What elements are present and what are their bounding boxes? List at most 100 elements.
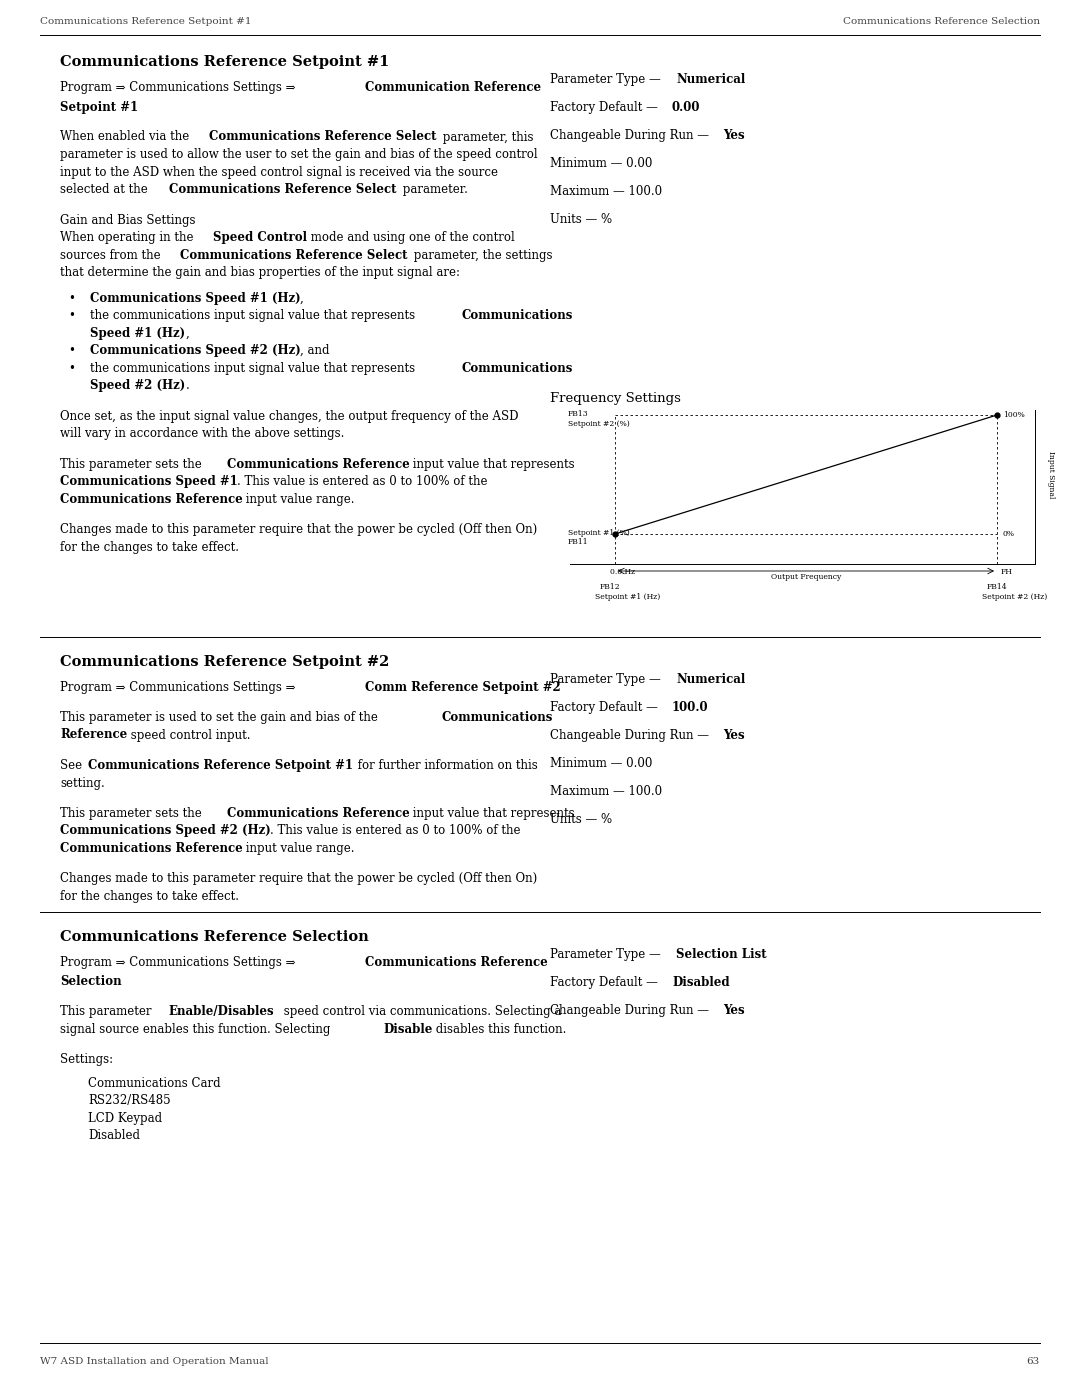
Text: .: . [186, 379, 190, 393]
Text: parameter, this: parameter, this [438, 130, 534, 144]
Text: Maximum — 100.0: Maximum — 100.0 [550, 184, 662, 198]
Text: Setpoint #1 (%): Setpoint #1 (%) [568, 529, 630, 536]
Text: This parameter sets the: This parameter sets the [60, 457, 205, 471]
Text: Reference: Reference [60, 728, 127, 742]
Text: . This value is entered as 0 to 100% of the: . This value is entered as 0 to 100% of … [270, 824, 521, 837]
Text: Units — %: Units — % [550, 813, 612, 826]
Text: the communications input signal value that represents: the communications input signal value th… [90, 309, 419, 321]
Text: Input Signal: Input Signal [1047, 451, 1055, 499]
Text: signal source enables this function. Selecting: signal source enables this function. Sel… [60, 1023, 334, 1037]
Text: 0.0 Hz: 0.0 Hz [610, 569, 635, 576]
Text: parameter, the settings: parameter, the settings [410, 249, 553, 261]
Text: Speed Control: Speed Control [213, 231, 307, 244]
Text: Yes: Yes [723, 1004, 744, 1017]
Text: input value that represents: input value that represents [409, 807, 575, 820]
Text: sources from the: sources from the [60, 249, 164, 261]
Text: Parameter Type —: Parameter Type — [550, 673, 664, 686]
Text: Setpoint #1 (Hz): Setpoint #1 (Hz) [595, 592, 660, 601]
Text: Setpoint #1: Setpoint #1 [60, 101, 138, 113]
Text: Communications Reference Selection: Communications Reference Selection [60, 930, 368, 944]
Text: Communications Card: Communications Card [87, 1077, 220, 1090]
Text: disables this function.: disables this function. [432, 1023, 566, 1037]
Text: Enable/Disables: Enable/Disables [168, 1006, 273, 1018]
Text: Communication Reference: Communication Reference [365, 81, 541, 94]
Text: . This value is entered as 0 to 100% of the: . This value is entered as 0 to 100% of … [237, 475, 487, 488]
Text: Setpoint #2 (%): Setpoint #2 (%) [568, 420, 630, 427]
Text: Parameter Type —: Parameter Type — [550, 73, 664, 87]
Text: Numerical: Numerical [676, 73, 745, 87]
Text: Factory Default —: Factory Default — [550, 101, 662, 115]
Text: mode and using one of the control: mode and using one of the control [307, 231, 515, 244]
Text: FB11: FB11 [568, 538, 589, 546]
Text: Frequency Settings: Frequency Settings [550, 393, 680, 405]
Text: Communications: Communications [442, 711, 553, 724]
Text: Minimum — 0.00: Minimum — 0.00 [550, 156, 652, 170]
Text: •: • [68, 309, 75, 321]
Text: Yes: Yes [723, 129, 744, 142]
Text: Disable: Disable [383, 1023, 432, 1037]
Text: •: • [68, 292, 75, 305]
Text: Minimum — 0.00: Minimum — 0.00 [550, 757, 652, 770]
Text: 0.00: 0.00 [672, 101, 701, 115]
Text: input value range.: input value range. [242, 842, 354, 855]
Text: When enabled via the: When enabled via the [60, 130, 193, 144]
Text: Yes: Yes [723, 729, 744, 742]
Text: Communications Speed #2 (Hz): Communications Speed #2 (Hz) [90, 344, 300, 358]
Text: setting.: setting. [60, 777, 105, 789]
Text: Numerical: Numerical [676, 673, 745, 686]
Text: the communications input signal value that represents: the communications input signal value th… [90, 362, 419, 374]
Text: 63: 63 [1027, 1356, 1040, 1366]
Text: Disabled: Disabled [672, 977, 730, 989]
Text: Setpoint #2 (Hz): Setpoint #2 (Hz) [982, 592, 1048, 601]
Text: Changes made to this parameter require that the power be cycled (Off then On): Changes made to this parameter require t… [60, 522, 537, 536]
Text: Speed #1 (Hz): Speed #1 (Hz) [90, 327, 185, 339]
Text: Communications Reference Selection: Communications Reference Selection [842, 17, 1040, 27]
Text: will vary in accordance with the above settings.: will vary in accordance with the above s… [60, 427, 345, 440]
Text: Program ⇒ Communications Settings ⇒: Program ⇒ Communications Settings ⇒ [60, 81, 299, 94]
Text: Changes made to this parameter require that the power be cycled (Off then On): Changes made to this parameter require t… [60, 873, 537, 886]
Text: Communications Speed #1 (Hz): Communications Speed #1 (Hz) [90, 292, 300, 305]
Text: FB12: FB12 [600, 583, 621, 591]
Text: Communications Reference Select: Communications Reference Select [180, 249, 407, 261]
Text: •: • [68, 344, 75, 358]
Text: for further information on this: for further information on this [354, 759, 538, 773]
Text: Settings:: Settings: [60, 1053, 113, 1066]
Text: FB14: FB14 [987, 583, 1008, 591]
Text: , and: , and [300, 344, 329, 358]
Text: Program ⇒ Communications Settings ⇒: Program ⇒ Communications Settings ⇒ [60, 680, 299, 694]
Text: Changeable During Run —: Changeable During Run — [550, 729, 713, 742]
Text: input to the ASD when the speed control signal is received via the source: input to the ASD when the speed control … [60, 165, 498, 179]
Text: Communications Speed #2 (Hz): Communications Speed #2 (Hz) [60, 824, 271, 837]
Text: Selection List: Selection List [676, 949, 767, 961]
Text: Gain and Bias Settings: Gain and Bias Settings [60, 214, 195, 226]
Text: Disabled: Disabled [87, 1130, 140, 1143]
Text: This parameter sets the: This parameter sets the [60, 807, 205, 820]
Text: input value that represents: input value that represents [409, 457, 575, 471]
Text: speed control via communications. Selecting a: speed control via communications. Select… [280, 1006, 562, 1018]
Text: Maximum — 100.0: Maximum — 100.0 [550, 785, 662, 798]
Text: Communications Reference Select: Communications Reference Select [210, 130, 436, 144]
Text: Communications Reference Setpoint #2: Communications Reference Setpoint #2 [60, 655, 390, 669]
Text: See: See [60, 759, 86, 773]
Text: Communications: Communications [462, 362, 573, 374]
Text: Communications Reference: Communications Reference [227, 457, 409, 471]
Text: FH: FH [1001, 569, 1013, 576]
Text: Once set, as the input signal value changes, the output frequency of the ASD: Once set, as the input signal value chan… [60, 409, 518, 422]
Text: Communications: Communications [462, 309, 573, 321]
Text: Selection: Selection [60, 975, 122, 989]
Text: Communications Reference: Communications Reference [365, 956, 548, 970]
Text: 100%: 100% [1003, 411, 1025, 419]
Text: 100.0: 100.0 [672, 701, 708, 714]
Text: Communications Reference Setpoint #1: Communications Reference Setpoint #1 [87, 759, 353, 773]
Text: Output Frequency: Output Frequency [771, 573, 841, 581]
Text: input value range.: input value range. [242, 493, 354, 506]
Text: 0%: 0% [1003, 529, 1015, 538]
Text: ,: , [186, 327, 190, 339]
Text: W7 ASD Installation and Operation Manual: W7 ASD Installation and Operation Manual [40, 1356, 269, 1366]
Text: Factory Default —: Factory Default — [550, 701, 662, 714]
Text: parameter is used to allow the user to set the gain and bias of the speed contro: parameter is used to allow the user to s… [60, 148, 538, 161]
Text: •: • [68, 362, 75, 374]
Text: LCD Keypad: LCD Keypad [87, 1112, 162, 1125]
Text: This parameter is used to set the gain and bias of the: This parameter is used to set the gain a… [60, 711, 381, 724]
Text: for the changes to take effect.: for the changes to take effect. [60, 541, 239, 553]
